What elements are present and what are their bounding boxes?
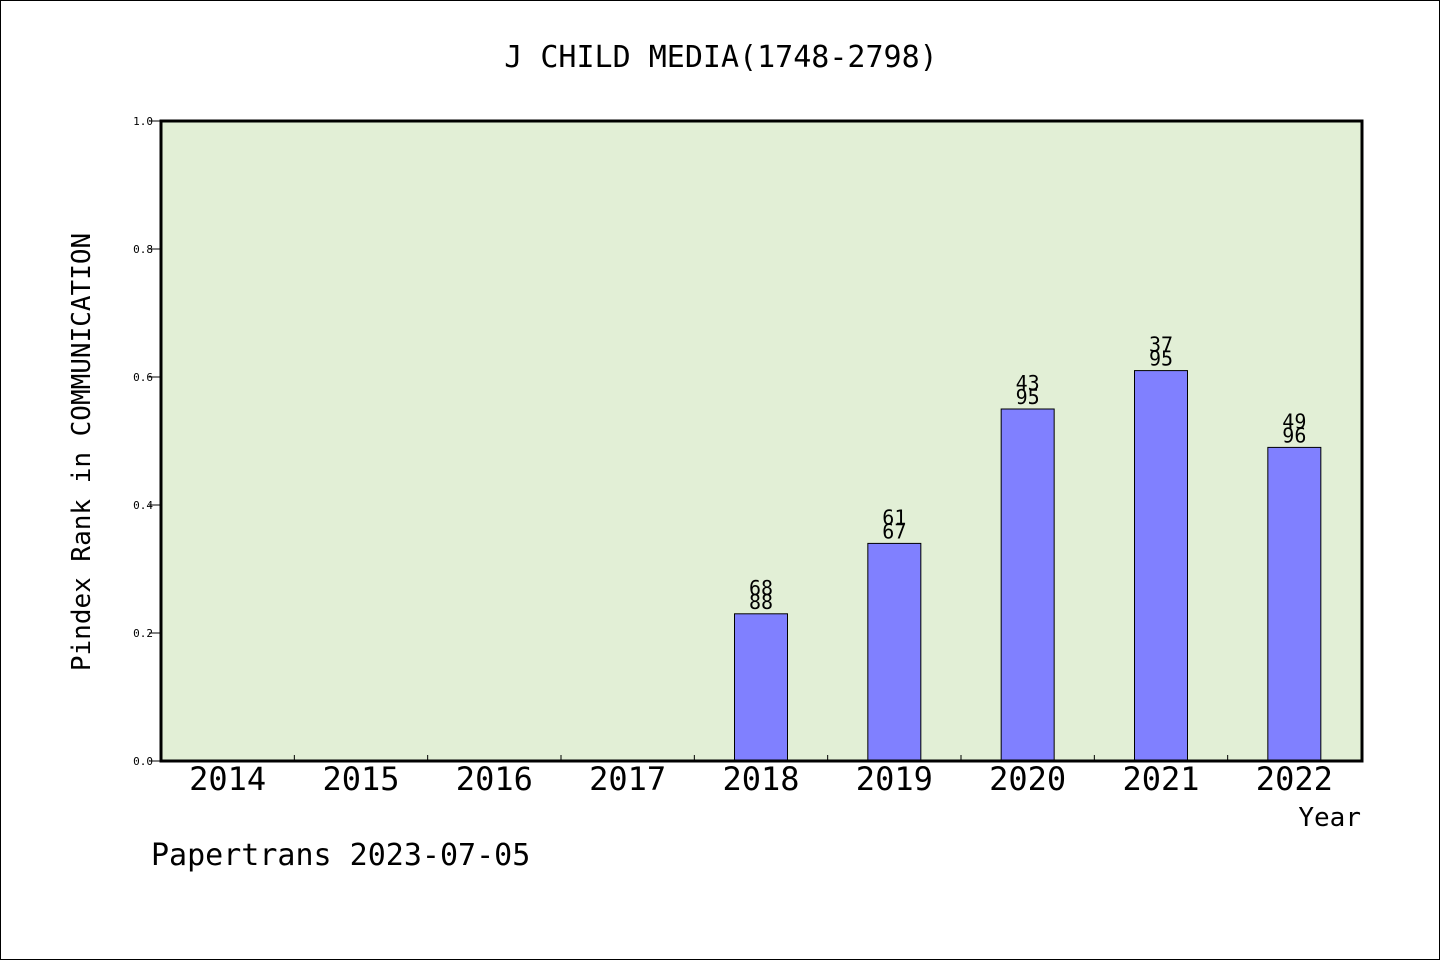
axis-ticks: 0.0 0.2 0.4 0.6 0.8 1.0 2014 2015 2016 2017 2018 20… [133,115,1333,798]
bar-label-bottom: 88 [749,590,773,614]
bar-label-top: 61 [882,505,906,529]
y-tick-label: 0.0 [133,755,153,768]
bar-label-bottom: 95 [1149,347,1173,371]
bar-2022 [1267,446,1322,762]
chart-title: J CHILD MEDIA(1748-2798) [504,40,937,75]
bar-label-top: 49 [1282,409,1306,433]
x-tick-label: 2017 [589,760,666,798]
x-tick-label: 2014 [189,760,266,798]
bar-label-bottom: 96 [1282,423,1306,447]
bar-2021 [1134,370,1188,762]
bar-label-bottom: 95 [1016,385,1040,409]
y-tick-label: 1.0 [133,115,153,128]
bar-label-top: 37 [1149,333,1173,357]
footer-text: Papertrans 2023-07-05 [151,838,530,873]
bar-label-top: 68 [749,576,773,600]
bar-2018 [734,613,788,762]
y-tick-label: 0.6 [133,371,153,384]
y-tick-label: 0.2 [133,627,153,640]
x-tick-label: 2018 [722,760,799,798]
y-tick-label: 0.4 [133,499,153,512]
bar-2019 [867,542,922,762]
y-axis-label: Pindex Rank in COMMUNICATION [67,233,97,671]
bar-label-bottom: 67 [882,519,906,543]
x-tick-label: 2022 [1256,760,1333,798]
plot-frame [159,119,1364,763]
x-tick-label: 2015 [322,760,399,798]
y-tick-label: 0.8 [133,243,153,256]
x-tick-label: 2021 [1122,760,1199,798]
x-tick-label: 2020 [989,760,1066,798]
x-tick-label: 2016 [456,760,533,798]
bars [734,370,1322,762]
x-axis-label: Year [1298,803,1361,833]
bar-label-top: 43 [1016,371,1040,395]
x-tick-label: 2019 [856,760,933,798]
bar-2020 [1000,408,1055,762]
